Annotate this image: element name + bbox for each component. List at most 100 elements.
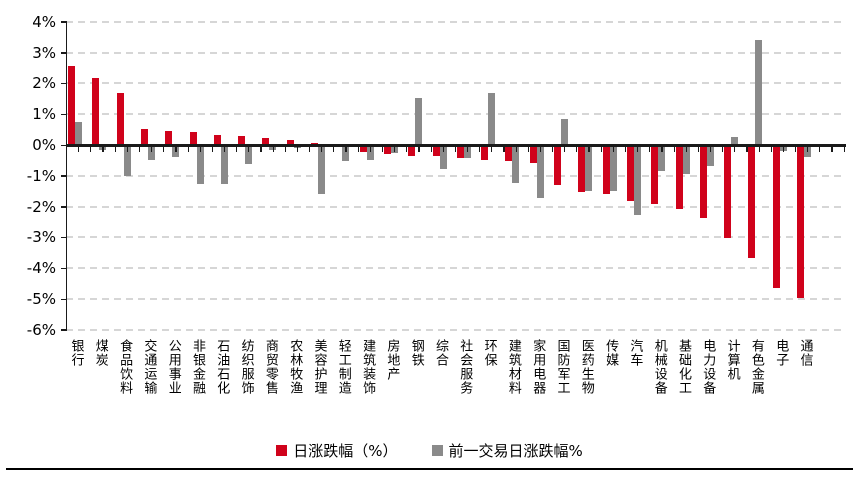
bar-prev-家用电器 <box>536 146 544 199</box>
bar-daily-商贸零售 <box>262 138 270 145</box>
x-axis-label: 商贸零售 <box>262 339 278 395</box>
x-axis-tick <box>466 146 469 152</box>
bar-daily-医药生物 <box>578 146 586 192</box>
x-axis-label: 钢铁 <box>408 339 424 367</box>
x-axis-tick <box>454 146 456 152</box>
y-axis-label: 1% <box>32 105 56 124</box>
x-axis-label: 国防军工 <box>554 339 570 395</box>
bar-daily-环保 <box>481 146 489 161</box>
y-axis-label: 3% <box>32 43 56 62</box>
x-axis-label: 轻工制造 <box>335 339 351 395</box>
x-axis-label: 家用电器 <box>530 339 546 395</box>
x-axis-label: 通信 <box>797 339 813 367</box>
bar-prev-食品饮料 <box>123 146 131 176</box>
x-axis-label: 环保 <box>481 339 497 367</box>
legend-label-prev-day-change: 前一交易日涨跌幅% <box>448 442 583 460</box>
x-axis-tick <box>357 146 359 152</box>
bar-prev-钢铁 <box>415 98 423 145</box>
gridline <box>66 267 846 270</box>
x-axis-label: 建筑材料 <box>505 339 521 395</box>
x-axis-tick <box>90 146 92 152</box>
x-axis-label: 计算机 <box>724 339 740 381</box>
bar-prev-非银金融 <box>196 146 204 184</box>
bar-prev-建筑材料 <box>512 146 520 183</box>
x-axis-label: 医药生物 <box>578 339 594 395</box>
x-axis-tick <box>284 146 286 152</box>
y-axis-label: 2% <box>32 74 56 93</box>
x-axis-tick <box>831 146 833 152</box>
x-axis-tick <box>381 146 384 152</box>
x-axis-zero-line <box>65 144 846 147</box>
bottom-border-line <box>6 468 853 470</box>
x-axis-tick <box>734 146 736 152</box>
x-axis-tick <box>612 146 614 152</box>
legend-swatch-red <box>276 445 288 456</box>
x-axis-tick <box>819 146 821 152</box>
x-axis-tick <box>843 146 845 152</box>
bar-prev-交通运输 <box>147 146 155 161</box>
x-axis-tick <box>758 146 760 152</box>
bar-daily-石油石化 <box>213 134 221 145</box>
x-axis-tick <box>126 146 128 152</box>
bar-prev-电力设备 <box>706 146 714 166</box>
x-axis-tick <box>199 146 201 152</box>
x-axis-tick <box>394 146 396 152</box>
x-axis-label: 石油石化 <box>214 339 230 395</box>
x-axis-label: 公用事业 <box>165 339 181 395</box>
bar-daily-煤炭 <box>92 78 100 145</box>
x-axis-tick <box>576 146 578 152</box>
bar-prev-社会服务 <box>463 146 471 159</box>
x-axis-tick <box>369 146 371 152</box>
x-axis-label: 社会服务 <box>457 339 473 395</box>
x-axis-label: 有色金属 <box>748 339 764 395</box>
bar-daily-钢铁 <box>408 146 416 157</box>
x-axis-label: 农林牧渔 <box>287 339 303 395</box>
bar-daily-公用事业 <box>165 130 173 145</box>
bar-prev-环保 <box>488 93 496 145</box>
x-axis-tick <box>309 146 311 152</box>
bar-prev-石油石化 <box>220 146 228 184</box>
gridline <box>66 298 846 300</box>
bar-daily-电力设备 <box>699 146 707 218</box>
bar-prev-医药生物 <box>585 146 593 191</box>
x-axis-tick <box>211 146 213 152</box>
bar-prev-建筑装饰 <box>366 146 374 160</box>
x-axis-label: 综合 <box>433 339 448 367</box>
x-axis-tick <box>600 146 602 152</box>
x-axis-tick <box>102 146 104 152</box>
x-axis-label: 煤炭 <box>92 339 108 367</box>
y-axis-label: -1% <box>26 166 56 185</box>
x-axis-label: 食品饮料 <box>117 339 133 395</box>
x-axis-tick <box>770 146 772 152</box>
bar-daily-综合 <box>432 146 440 157</box>
bar-daily-纺织服饰 <box>238 135 246 145</box>
bar-daily-非银金融 <box>189 132 197 145</box>
gridline <box>66 174 846 177</box>
gridline <box>66 51 846 54</box>
bar-daily-基础化工 <box>675 146 683 210</box>
y-axis-tick <box>61 52 66 54</box>
x-axis-tick <box>527 146 529 152</box>
bar-daily-房地产 <box>383 146 391 154</box>
bar-daily-社会服务 <box>456 146 464 158</box>
x-axis-tick <box>236 146 238 152</box>
x-axis-tick <box>685 146 687 152</box>
legend-swatch-gray <box>431 445 443 456</box>
x-axis-tick <box>66 146 68 152</box>
x-axis-tick <box>795 146 797 152</box>
x-axis-label: 银行 <box>68 339 84 367</box>
gridline <box>66 236 846 239</box>
x-axis-tick <box>114 146 116 152</box>
bar-prev-银行 <box>75 121 82 145</box>
bar-daily-通信 <box>797 146 804 299</box>
y-axis-tick <box>61 206 66 208</box>
x-axis-tick <box>442 146 444 152</box>
x-axis-label: 机械设备 <box>651 339 667 395</box>
bar-daily-轻工制造 <box>335 146 343 147</box>
x-axis-label: 电力设备 <box>700 339 716 395</box>
x-axis-tick <box>418 146 420 152</box>
x-axis-tick <box>296 146 299 152</box>
x-axis-label: 房地产 <box>384 339 400 381</box>
legend-item-prev-day-change: 前一交易日涨跌幅% <box>431 440 583 461</box>
bar-prev-基础化工 <box>682 146 690 174</box>
